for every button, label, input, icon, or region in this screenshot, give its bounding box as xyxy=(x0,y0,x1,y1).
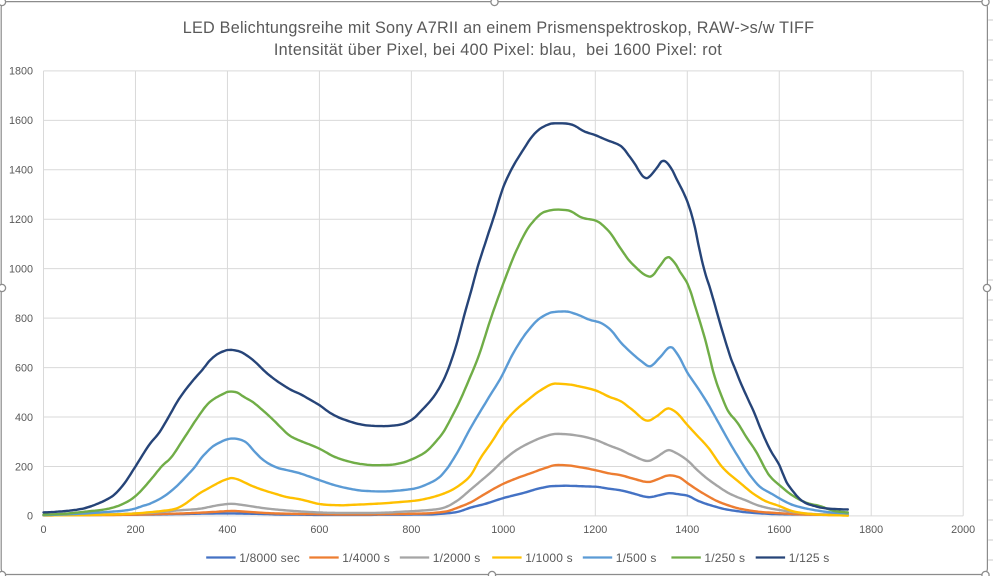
svg-text:400: 400 xyxy=(218,524,236,536)
svg-text:1/500 s: 1/500 s xyxy=(616,551,657,565)
svg-text:0: 0 xyxy=(40,524,46,536)
svg-text:600: 600 xyxy=(15,362,33,374)
svg-text:1600: 1600 xyxy=(767,524,791,536)
svg-text:Intensität über Pixel, bei 400: Intensität über Pixel, bei 400 Pixel: bl… xyxy=(274,41,722,59)
svg-text:LED Belichtungsreihe mit Sony: LED Belichtungsreihe mit Sony A7RII an e… xyxy=(183,19,815,37)
svg-text:200: 200 xyxy=(126,524,144,536)
svg-text:1000: 1000 xyxy=(491,524,515,536)
svg-text:200: 200 xyxy=(15,461,33,473)
svg-text:1/1000 s: 1/1000 s xyxy=(525,551,573,565)
svg-text:1400: 1400 xyxy=(9,165,33,177)
svg-text:800: 800 xyxy=(15,313,33,325)
svg-text:1800: 1800 xyxy=(9,66,33,78)
svg-text:1200: 1200 xyxy=(583,524,607,536)
svg-text:600: 600 xyxy=(310,524,328,536)
svg-text:1000: 1000 xyxy=(9,264,33,276)
svg-text:1400: 1400 xyxy=(675,524,699,536)
svg-text:1/250 s: 1/250 s xyxy=(704,551,745,565)
svg-text:2000: 2000 xyxy=(951,524,975,536)
svg-text:1/125 s: 1/125 s xyxy=(789,551,830,565)
svg-text:1800: 1800 xyxy=(859,524,883,536)
svg-text:1/2000 s: 1/2000 s xyxy=(433,551,481,565)
svg-text:1200: 1200 xyxy=(9,214,33,226)
svg-text:400: 400 xyxy=(15,412,33,424)
svg-text:1/8000 sec: 1/8000 sec xyxy=(239,551,300,565)
svg-text:1/4000 s: 1/4000 s xyxy=(342,551,390,565)
svg-text:1600: 1600 xyxy=(9,115,33,127)
svg-text:800: 800 xyxy=(402,524,420,536)
svg-text:0: 0 xyxy=(27,511,33,523)
